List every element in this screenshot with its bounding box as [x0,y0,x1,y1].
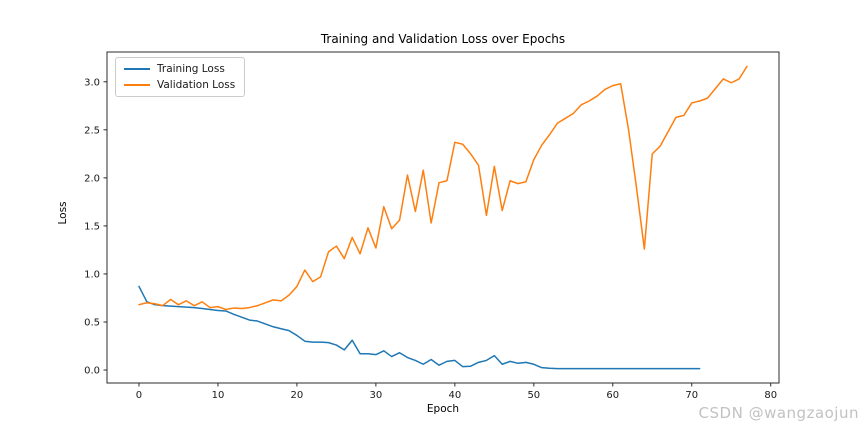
legend-item-training-loss: Training Loss [124,63,235,75]
validation-loss-line-swatch [124,84,150,86]
training-loss-line-swatch [124,68,150,70]
legend: Training Loss Validation Loss [115,57,246,97]
legend-label: Validation Loss [157,79,236,91]
y-tick-label: 1.0 [84,269,100,280]
y-axis-label: Loss [57,201,69,225]
y-tick-label: 2.5 [84,125,100,136]
x-tick-label: 0 [136,390,142,401]
plot-spines [106,51,780,384]
y-tick-label: 1.5 [84,221,100,232]
y-tick-label: 2.0 [84,173,100,184]
x-tick-label: 50 [527,390,540,401]
chart-title: Training and Validation Loss over Epochs [320,32,566,46]
x-tick-label: 80 [764,390,777,401]
x-tick-label: 70 [685,390,698,401]
y-tick-label: 3.0 [84,77,100,88]
series-line-validation-loss [138,65,748,311]
x-tick-label: 60 [606,390,619,401]
x-tick-label: 10 [212,390,225,401]
series-line-training-loss [138,285,701,370]
legend-item-validation-loss: Validation Loss [124,79,235,91]
legend-label: Training Loss [157,63,225,75]
y-tick-label: 0.5 [84,317,100,328]
x-tick-label: 40 [448,390,461,401]
x-tick-label: 30 [370,390,383,401]
x-axis-label: Epoch [426,403,460,415]
y-tick-label: 0.0 [84,366,100,377]
watermark: CSDN @wangzaojun [698,404,859,422]
x-tick-label: 20 [291,390,304,401]
